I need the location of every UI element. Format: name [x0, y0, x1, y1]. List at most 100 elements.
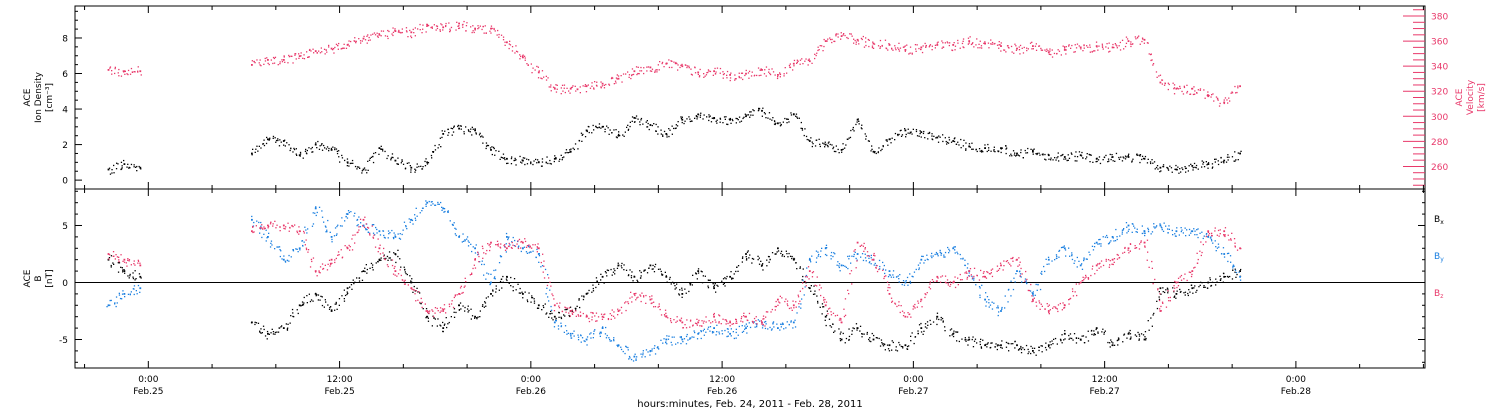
velocity-dot	[1089, 44, 1091, 46]
density-dot	[990, 150, 992, 152]
By-dot	[691, 336, 693, 338]
Bz-dot	[399, 269, 401, 271]
density-dot	[336, 150, 338, 152]
By-dot	[544, 268, 547, 271]
By-dot	[1131, 223, 1133, 225]
velocity-dot	[871, 46, 874, 49]
By-point-47	[952, 247, 955, 250]
Bx-dot	[617, 262, 619, 264]
velocity-dot	[757, 67, 760, 69]
By-dot	[434, 204, 436, 206]
velocity-dot	[928, 46, 930, 48]
velocity-dot	[477, 25, 479, 27]
density-dot	[554, 155, 556, 157]
By-dot	[466, 236, 469, 238]
Bx-dot	[477, 316, 479, 318]
By-dot	[716, 324, 718, 326]
velocity-dot	[509, 40, 511, 42]
velocity-dot	[343, 47, 345, 49]
velocity-dot	[851, 35, 853, 37]
Bx-dot	[1033, 347, 1036, 349]
Bx-dot	[821, 313, 823, 315]
velocity-dot	[536, 65, 538, 68]
Bz-dot	[851, 283, 853, 285]
By-dot	[865, 260, 867, 262]
velocity-dot	[617, 75, 620, 77]
velocity-dot	[741, 72, 744, 74]
By-dot	[634, 353, 636, 355]
Bz-dot	[775, 305, 777, 308]
Bx-dot	[264, 335, 267, 337]
Bx-dot	[1048, 345, 1050, 348]
Bz-dot	[907, 312, 909, 314]
Bx-dot	[533, 302, 536, 304]
Bz-dot	[1113, 261, 1115, 263]
density-dot	[709, 115, 711, 117]
Bz-dot	[1179, 276, 1181, 278]
velocity-dot	[865, 44, 867, 47]
density-axis-label-line: [cm⁻³]	[45, 83, 55, 112]
By-dot	[403, 221, 406, 223]
velocity-dot	[372, 33, 374, 35]
velocity-tick-label: 300	[1431, 113, 1448, 123]
velocity-dot	[1141, 40, 1143, 43]
Bx-dot	[1063, 339, 1065, 341]
velocity-dot	[526, 63, 528, 65]
Bx-point-48	[968, 338, 971, 341]
By-dot	[1056, 255, 1058, 258]
density-dot	[510, 163, 513, 165]
Bz-dot	[726, 320, 728, 323]
Bx-dot	[334, 309, 336, 311]
By-dot	[327, 219, 329, 222]
Bz-dot	[1048, 311, 1050, 314]
Bx-dot	[1158, 296, 1160, 298]
By-dot	[860, 256, 862, 258]
density-dot	[366, 172, 368, 174]
Bz-dot	[921, 306, 923, 308]
By-dot	[907, 284, 909, 286]
velocity-dot	[325, 49, 327, 51]
By-dot	[1234, 269, 1237, 271]
Bz-dot	[692, 324, 694, 326]
By-dot	[804, 286, 806, 288]
By-dot	[885, 269, 887, 271]
Bx-dot	[741, 257, 744, 259]
density-dot	[1109, 153, 1111, 156]
velocity-dot	[783, 73, 785, 75]
Bz-dot	[1069, 297, 1072, 300]
velocity-dot	[321, 51, 323, 53]
velocity-point-8	[330, 47, 333, 50]
density-dot	[111, 172, 113, 174]
density-dot	[1118, 156, 1120, 159]
density-dot	[595, 126, 597, 128]
By-dot	[1161, 227, 1163, 229]
velocity-dot	[759, 69, 761, 71]
density-dot	[1107, 158, 1110, 160]
By-dot	[624, 352, 626, 355]
velocity-dot	[654, 71, 656, 73]
velocity-dot	[871, 45, 874, 47]
velocity-dot	[1228, 97, 1230, 99]
density-dot	[984, 144, 986, 146]
By-dot	[593, 330, 595, 332]
velocity-tick-label: 380	[1431, 13, 1448, 23]
density-dot	[743, 116, 745, 118]
By-dot	[707, 326, 710, 328]
Bx-dot	[459, 302, 462, 304]
By-dot	[388, 233, 390, 235]
By-dot	[1098, 239, 1100, 241]
Bz-dot	[797, 296, 800, 298]
By-dot	[263, 233, 265, 235]
By-dot	[1091, 245, 1094, 247]
Bx-dot	[1031, 347, 1034, 349]
By-dot	[444, 210, 446, 213]
Bx-dot	[555, 317, 557, 320]
Bx-dot	[460, 308, 462, 310]
Bz-dot	[702, 322, 705, 324]
density-dot	[655, 130, 657, 132]
velocity-dot	[1196, 92, 1198, 94]
density-dot	[907, 128, 909, 130]
Bz-dot	[454, 295, 456, 297]
By-dot	[297, 251, 299, 253]
By-dot	[868, 257, 870, 259]
